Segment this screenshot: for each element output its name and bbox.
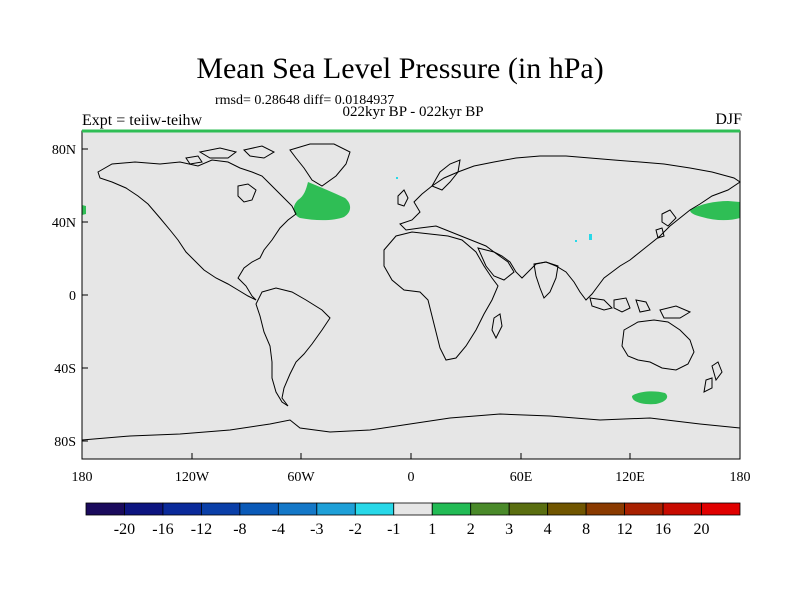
lat-ticks — [82, 148, 88, 442]
colorbar-box — [470, 502, 510, 516]
lon-tick-labels: 180 120W 60W 0 60E 120E 180 — [72, 470, 751, 485]
colorbar-box — [624, 502, 664, 516]
map-background — [82, 131, 740, 459]
lat-label-80s: 80S — [54, 435, 76, 450]
colorbar-label: -12 — [191, 521, 212, 538]
lon-label-60e: 60E — [510, 470, 533, 485]
eurasia-coast — [399, 155, 741, 301]
lat-label-0: 0 — [69, 289, 76, 304]
lon-label-0: 0 — [408, 470, 415, 485]
north-america-coast — [97, 159, 297, 301]
lat-label-80n: 80N — [52, 143, 76, 158]
anomaly-regions — [82, 182, 740, 405]
colorbar-box — [201, 502, 241, 516]
colorbar-box — [393, 502, 433, 516]
africa-coast — [383, 231, 499, 361]
season-label: DJF — [715, 111, 742, 128]
colorbar-label: 2 — [467, 521, 475, 538]
colorbar-box — [277, 502, 318, 516]
colorbar-label: 3 — [505, 521, 513, 538]
colorbar-box — [354, 502, 395, 516]
anomaly-north-pacific — [690, 201, 740, 221]
colorbar-box — [85, 502, 125, 516]
colorbar-label: -20 — [114, 521, 135, 538]
colorbar-box — [239, 502, 279, 516]
experiment-label: Expt = teiiw-teihw — [82, 112, 203, 129]
colorbar-box — [701, 502, 741, 516]
coastlines — [81, 143, 741, 441]
south-america-coast — [255, 287, 331, 407]
colorbar-label: -1 — [387, 521, 400, 538]
lat-label-40s: 40S — [54, 362, 76, 377]
antarctica-coast — [81, 413, 741, 441]
colorbar-label: -2 — [349, 521, 362, 538]
colorbar-box — [431, 502, 472, 516]
map-subtitle: 022kyr BP - 022kyr BP — [342, 104, 484, 120]
lon-label-60w: 60W — [287, 470, 315, 485]
greenland-coast — [289, 143, 351, 187]
colorbar-box — [124, 502, 164, 516]
lon-ticks — [81, 453, 741, 459]
australia-coast — [621, 319, 695, 371]
lon-label-120e: 120E — [615, 470, 645, 485]
colorbar-box — [585, 502, 625, 516]
stats-text: rmsd= 0.28648 diff= 0.0184937 — [215, 93, 395, 108]
colorbar-label: -4 — [272, 521, 285, 538]
colorbar-label: -3 — [310, 521, 323, 538]
lon-label-180w: 180 — [72, 470, 93, 485]
anomaly-north-atlantic — [293, 182, 351, 221]
colorbar-box — [547, 502, 587, 516]
colorbar-box — [508, 502, 549, 516]
colorbar-label: 20 — [694, 521, 710, 538]
map-title: Mean Sea Level Pressure (in hPa) — [196, 52, 604, 85]
colorbar — [85, 502, 741, 516]
colorbar-box — [316, 502, 356, 516]
colorbar-label: 16 — [655, 521, 671, 538]
colorbar-label: -8 — [233, 521, 246, 538]
cyan-anomaly-spots — [396, 177, 592, 242]
colorbar-label: -16 — [152, 521, 173, 538]
colorbar-label: 8 — [582, 521, 590, 538]
lon-label-120w: 120W — [175, 470, 210, 485]
colorbar-label: 1 — [428, 521, 436, 538]
colorbar-labels: -20 -16 -12 -8 -4 -3 -2 -1 1 2 3 4 8 12 16 20 — [114, 521, 710, 538]
colorbar-label: 12 — [617, 521, 633, 538]
anomaly-west-edge — [82, 205, 86, 215]
colorbar-label: 4 — [544, 521, 552, 538]
lat-label-40n: 40N — [52, 216, 76, 231]
anomaly-southern-ocean — [632, 391, 668, 405]
colorbar-box — [662, 502, 702, 516]
lon-label-180e: 180 — [730, 470, 751, 485]
lat-tick-labels: 80N 40N 0 40S 80S — [52, 143, 76, 450]
colorbar-box — [162, 502, 202, 516]
